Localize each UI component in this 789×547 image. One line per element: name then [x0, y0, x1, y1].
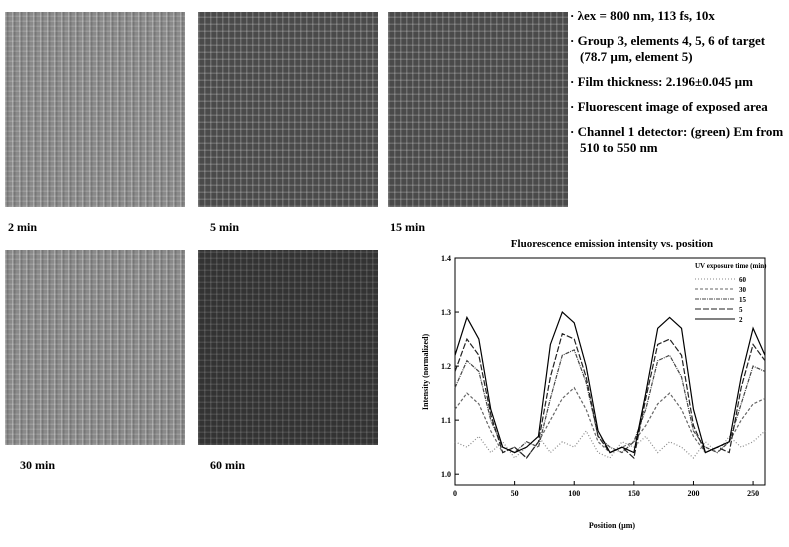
caption: 2 min: [8, 220, 38, 234]
caption: 5 min: [210, 220, 240, 234]
image: [5, 12, 185, 207]
bullet: λex = 800 nm, 113 fs, 10x: [570, 8, 785, 24]
y-tick-label: 1.1: [441, 416, 451, 425]
bullet: Channel 1 detector: (green) Em from 510 …: [570, 124, 785, 156]
y-tick-label: 1.0: [441, 470, 451, 479]
x-tick-label: 150: [628, 489, 640, 498]
caption: 15 min: [390, 220, 426, 234]
legend-title: UV exposure time (min): [695, 262, 767, 270]
bullet: Group 3, elements 4, 5, 6 of target (78.…: [570, 33, 785, 65]
chart-title: Fluorescence emission intensity vs. posi…: [511, 238, 713, 250]
image: [198, 250, 378, 445]
x-tick-label: 200: [687, 489, 699, 498]
x-tick-label: 100: [568, 489, 580, 498]
image: [5, 250, 185, 445]
y-axis-label: Intensity (normalized): [421, 334, 430, 411]
y-tick-label: 1.2: [441, 362, 451, 371]
bullet: Film thickness: 2.196±0.045 µm: [570, 74, 785, 90]
x-axis-label: Position (µm): [589, 521, 635, 530]
caption: 60 min: [210, 458, 246, 472]
image: [388, 12, 568, 207]
series-line: [454, 349, 766, 454]
bullet-list: λex = 800 nm, 113 fs, 10x Group 3, eleme…: [570, 8, 785, 165]
x-tick-label: 0: [453, 489, 457, 498]
bullet: Fluorescent image of exposed area: [570, 99, 785, 115]
x-tick-label: 50: [511, 489, 519, 498]
legend-label: 60: [739, 276, 747, 284]
series-line: [454, 332, 766, 460]
series-line: [454, 311, 766, 454]
image: [198, 12, 378, 207]
legend-label: 2: [739, 316, 743, 324]
legend-label: 5: [739, 306, 743, 314]
legend-label: 30: [739, 286, 747, 294]
y-tick-label: 1.4: [441, 254, 451, 263]
y-tick-label: 1.3: [441, 308, 451, 317]
x-tick-label: 250: [747, 489, 759, 498]
legend-label: 15: [739, 296, 747, 304]
series-line: [454, 429, 766, 459]
caption: 30 min: [20, 458, 56, 472]
